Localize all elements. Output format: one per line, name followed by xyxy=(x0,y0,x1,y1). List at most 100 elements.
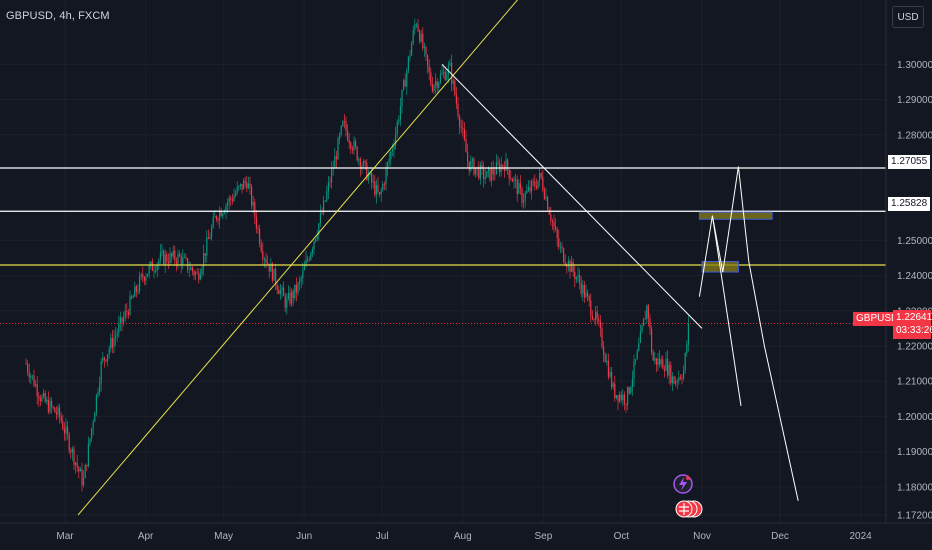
currency-selector[interactable]: USD xyxy=(892,6,924,28)
candle-body xyxy=(532,181,534,183)
projection-path-alt xyxy=(711,215,742,406)
candle-body xyxy=(236,187,238,194)
lightning-icon[interactable] xyxy=(673,473,693,495)
candle-body xyxy=(459,116,461,127)
candle-body xyxy=(185,257,187,259)
candle-body xyxy=(478,166,480,179)
candle-body xyxy=(340,126,342,135)
candle-body xyxy=(44,393,46,402)
candle-body xyxy=(540,173,542,178)
candle-body xyxy=(353,141,355,151)
candle-body xyxy=(97,392,99,395)
candle-body xyxy=(289,293,291,304)
candle-body xyxy=(140,274,142,277)
price-marker-value: 1.22641 xyxy=(896,312,932,323)
candle-body xyxy=(566,265,568,267)
candle-body xyxy=(374,181,376,196)
candle-body xyxy=(521,188,523,203)
candle-body xyxy=(94,412,96,422)
candle-body xyxy=(47,399,49,413)
candle-body xyxy=(611,372,613,388)
candle-body xyxy=(303,266,305,271)
candle-body xyxy=(647,305,649,319)
candle-body xyxy=(257,228,259,229)
candle-body xyxy=(89,438,91,444)
candle-body xyxy=(339,134,341,139)
candle-body xyxy=(604,355,606,362)
candle-body xyxy=(46,399,48,402)
candle-body xyxy=(627,387,629,406)
price-marker: 1.22641 03:33:26 xyxy=(893,310,932,339)
candle-body xyxy=(492,168,494,174)
candle-body xyxy=(52,406,54,408)
price-tick-label: 1.17200 xyxy=(897,511,932,522)
candle-body xyxy=(33,375,35,386)
candle-body xyxy=(379,192,381,195)
candle-body xyxy=(539,173,541,181)
candle-body xyxy=(407,56,409,71)
candle-body xyxy=(180,256,182,266)
candle-body xyxy=(436,81,438,88)
candle-body xyxy=(225,205,227,213)
candle-body xyxy=(124,310,126,318)
candle-body xyxy=(489,168,491,181)
candle-body xyxy=(134,286,136,297)
candle-body xyxy=(59,407,61,417)
candle-body xyxy=(68,434,70,451)
candle-body xyxy=(537,180,539,188)
symbol-title[interactable]: GBPUSD, 4h, FXCM xyxy=(6,10,110,22)
price-tick-label: 1.18000 xyxy=(897,482,932,493)
candle-body xyxy=(559,246,561,248)
candle-body xyxy=(351,148,353,151)
candle-body xyxy=(641,325,643,332)
candle-body xyxy=(335,156,337,160)
candle-body xyxy=(182,257,184,266)
candle-body xyxy=(619,394,621,402)
candle-body xyxy=(305,259,307,267)
price-tick-label: 1.24000 xyxy=(897,271,932,282)
candle-body xyxy=(447,65,449,75)
candle-body xyxy=(121,317,123,323)
candle-body xyxy=(175,260,177,264)
candle-body xyxy=(670,364,672,384)
candle-body xyxy=(276,284,278,290)
candle-body xyxy=(649,318,651,329)
candle-body xyxy=(241,183,243,190)
candle-body xyxy=(271,263,273,281)
candle-body xyxy=(278,289,280,294)
candle-body xyxy=(571,261,573,272)
candle-body xyxy=(446,74,448,80)
candle-body xyxy=(631,378,633,388)
candle-body xyxy=(523,200,525,203)
candle-body xyxy=(684,353,686,371)
candle-body xyxy=(681,378,683,380)
candle-body xyxy=(513,178,515,182)
candle-body xyxy=(243,180,245,190)
events-icon[interactable] xyxy=(673,498,703,520)
time-tick-label: Dec xyxy=(771,531,789,542)
candle-body xyxy=(81,469,83,486)
level-label-2: 1.25828 xyxy=(888,197,931,211)
candle-body xyxy=(591,315,593,320)
candle-body xyxy=(511,179,513,182)
candle-body xyxy=(79,469,81,472)
candle-body xyxy=(284,295,286,308)
candle-body xyxy=(491,168,493,181)
candle-body xyxy=(419,30,421,42)
candle-body xyxy=(191,267,193,272)
candle-body xyxy=(467,152,469,162)
candle-body xyxy=(195,272,197,276)
candle-body xyxy=(275,268,277,285)
candle-body xyxy=(244,180,246,183)
candle-body xyxy=(543,189,545,199)
candle-body xyxy=(231,199,233,201)
candle-body xyxy=(319,213,321,224)
candle-body xyxy=(316,235,318,239)
candle-body xyxy=(151,261,153,271)
candle-body xyxy=(119,317,121,324)
candle-body xyxy=(145,276,147,281)
candle-body xyxy=(263,258,265,260)
price-tick-label: 1.19000 xyxy=(897,447,932,458)
candle-body xyxy=(315,238,317,242)
